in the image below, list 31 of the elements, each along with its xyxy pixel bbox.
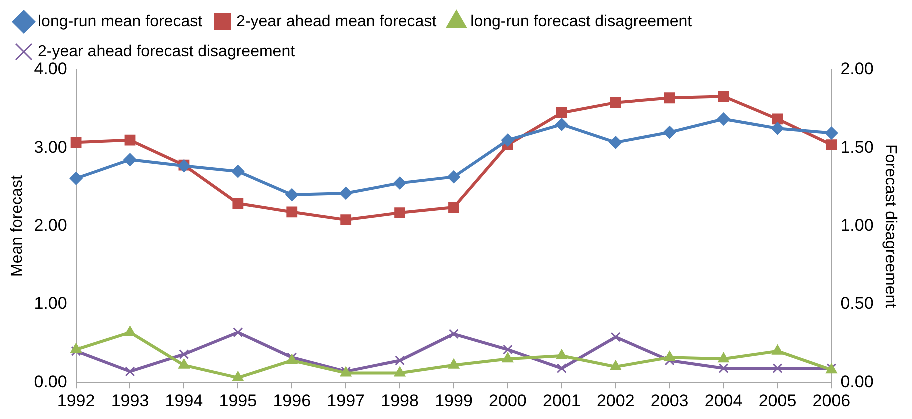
x-tick-label: 2005 (758, 391, 797, 410)
x-tick-label: 2001 (543, 391, 581, 410)
y2-tick-label: 2.00 (840, 60, 874, 79)
y2-axis-title: Forecast disagreement (882, 144, 899, 309)
y2-tick-label: 0.50 (840, 294, 874, 314)
x-tick-label: 2006 (812, 391, 851, 410)
y-tick-label: 2.00 (34, 216, 68, 235)
y-axis-title: Mean forecast (9, 175, 26, 277)
x-tick-label: 1995 (219, 391, 258, 410)
x-tick-label: 1997 (327, 391, 365, 410)
legend-label: long-run mean forecast (38, 13, 204, 30)
x-tick-label: 1996 (273, 391, 312, 410)
x-tick-label: 2000 (489, 391, 527, 410)
x-tick-label: 2004 (704, 391, 743, 410)
x-tick-label: 2003 (650, 391, 689, 410)
legend-label: 2-year ahead mean forecast (236, 13, 438, 30)
x-tick-label: 1999 (435, 391, 473, 410)
legend-label: long-run forecast disagreement (470, 13, 693, 30)
y2-tick-label: 1.50 (840, 138, 874, 157)
x-tick-label: 1998 (381, 391, 419, 410)
x-tick-label: 1992 (57, 391, 96, 410)
legend-label: 2-year ahead forecast disagreement (38, 43, 296, 60)
y-tick-label: 3.00 (34, 138, 68, 157)
x-tick-label: 1994 (165, 391, 204, 410)
y-tick-label: 4.00 (34, 60, 68, 79)
y2-tick-label: 0.00 (840, 372, 874, 392)
y-tick-label: 1.00 (34, 294, 68, 314)
y-tick-label: 0.00 (34, 372, 68, 392)
x-tick-label: 2002 (596, 391, 635, 410)
y2-tick-label: 1.00 (840, 216, 874, 235)
x-tick-label: 1993 (111, 391, 150, 410)
